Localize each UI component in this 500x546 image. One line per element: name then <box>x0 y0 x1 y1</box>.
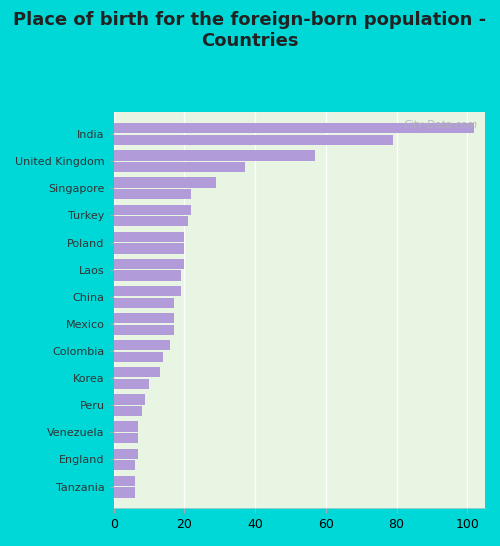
Bar <box>114 123 474 133</box>
Text: Place of birth for the foreign-born population -
Countries: Place of birth for the foreign-born popu… <box>14 11 486 50</box>
Bar <box>114 232 184 242</box>
Bar <box>114 177 216 188</box>
Bar <box>114 352 163 362</box>
Bar <box>114 448 138 459</box>
Bar <box>114 259 184 269</box>
Bar <box>114 487 135 497</box>
Bar <box>114 205 192 215</box>
Bar <box>114 433 138 443</box>
Bar <box>114 379 149 389</box>
Bar <box>114 216 188 227</box>
Bar <box>114 135 393 145</box>
Bar <box>114 325 174 335</box>
Bar <box>114 244 184 253</box>
Text: City-Data.com: City-Data.com <box>404 121 477 130</box>
Bar <box>114 313 174 323</box>
Bar <box>114 394 146 405</box>
Bar <box>114 270 181 281</box>
Bar <box>114 162 244 172</box>
Bar <box>114 298 174 308</box>
Bar <box>114 422 138 432</box>
Bar <box>114 367 160 377</box>
Bar <box>114 476 135 486</box>
Bar <box>114 406 142 416</box>
Bar <box>114 340 170 351</box>
Bar <box>114 150 315 161</box>
Bar <box>114 286 181 296</box>
Bar <box>114 189 192 199</box>
Bar <box>114 460 135 471</box>
